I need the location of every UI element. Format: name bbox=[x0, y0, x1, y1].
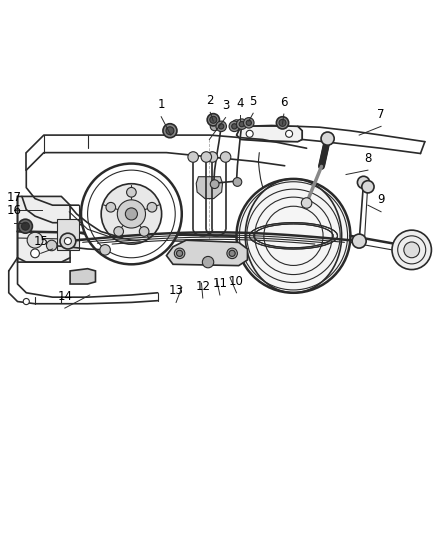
Text: 4: 4 bbox=[236, 97, 244, 110]
Text: 10: 10 bbox=[229, 274, 244, 287]
Circle shape bbox=[219, 124, 224, 129]
Circle shape bbox=[232, 124, 237, 129]
Text: 13: 13 bbox=[169, 284, 184, 297]
Circle shape bbox=[232, 120, 241, 128]
Circle shape bbox=[18, 219, 32, 233]
Circle shape bbox=[286, 130, 293, 138]
Circle shape bbox=[276, 117, 289, 129]
Circle shape bbox=[321, 132, 334, 145]
Circle shape bbox=[201, 152, 212, 162]
Circle shape bbox=[101, 184, 162, 244]
Circle shape bbox=[31, 249, 39, 258]
Text: 2: 2 bbox=[206, 94, 214, 107]
Text: 1: 1 bbox=[157, 99, 165, 111]
Circle shape bbox=[177, 251, 183, 256]
Polygon shape bbox=[237, 126, 302, 142]
Circle shape bbox=[362, 181, 374, 193]
Text: 6: 6 bbox=[280, 96, 288, 109]
Circle shape bbox=[139, 227, 149, 236]
Circle shape bbox=[117, 200, 145, 228]
Circle shape bbox=[81, 164, 182, 264]
Text: 14: 14 bbox=[57, 290, 72, 303]
Polygon shape bbox=[57, 219, 79, 250]
Circle shape bbox=[210, 116, 217, 123]
Circle shape bbox=[21, 222, 29, 230]
Circle shape bbox=[114, 227, 124, 236]
Text: 15: 15 bbox=[33, 235, 48, 248]
Text: 11: 11 bbox=[212, 277, 227, 290]
Circle shape bbox=[127, 188, 136, 197]
Text: 16: 16 bbox=[7, 205, 21, 217]
Circle shape bbox=[357, 176, 370, 189]
Polygon shape bbox=[166, 240, 247, 265]
Text: 12: 12 bbox=[195, 280, 210, 293]
Circle shape bbox=[23, 298, 29, 304]
Circle shape bbox=[64, 238, 71, 245]
Text: 7: 7 bbox=[377, 108, 385, 121]
Polygon shape bbox=[196, 177, 223, 199]
Circle shape bbox=[210, 180, 219, 189]
Circle shape bbox=[244, 118, 254, 128]
Circle shape bbox=[207, 152, 218, 162]
Circle shape bbox=[60, 233, 76, 249]
Text: 9: 9 bbox=[377, 193, 385, 206]
Circle shape bbox=[404, 242, 420, 258]
Circle shape bbox=[210, 122, 219, 131]
Circle shape bbox=[174, 248, 185, 259]
Circle shape bbox=[237, 119, 247, 130]
Circle shape bbox=[188, 152, 198, 162]
Circle shape bbox=[27, 232, 43, 248]
Circle shape bbox=[279, 119, 286, 126]
Text: 5: 5 bbox=[250, 95, 257, 108]
Circle shape bbox=[163, 124, 177, 138]
Circle shape bbox=[352, 234, 366, 248]
Circle shape bbox=[207, 114, 219, 126]
Circle shape bbox=[100, 245, 110, 255]
Circle shape bbox=[216, 121, 226, 132]
Text: 3: 3 bbox=[222, 99, 229, 112]
Circle shape bbox=[229, 251, 235, 256]
Text: 8: 8 bbox=[364, 152, 371, 165]
Polygon shape bbox=[70, 269, 95, 284]
Circle shape bbox=[227, 248, 237, 259]
Circle shape bbox=[229, 121, 240, 132]
Circle shape bbox=[392, 230, 431, 270]
Circle shape bbox=[237, 179, 350, 293]
Circle shape bbox=[166, 127, 174, 135]
Circle shape bbox=[233, 177, 242, 187]
Circle shape bbox=[125, 208, 138, 220]
Circle shape bbox=[239, 122, 244, 127]
Circle shape bbox=[220, 152, 231, 162]
Circle shape bbox=[246, 120, 251, 125]
Circle shape bbox=[147, 203, 157, 212]
Polygon shape bbox=[18, 197, 70, 262]
Circle shape bbox=[202, 256, 214, 268]
Circle shape bbox=[246, 130, 253, 138]
Circle shape bbox=[46, 240, 57, 251]
Circle shape bbox=[301, 198, 312, 208]
Circle shape bbox=[106, 203, 116, 212]
Text: 17: 17 bbox=[7, 191, 21, 204]
